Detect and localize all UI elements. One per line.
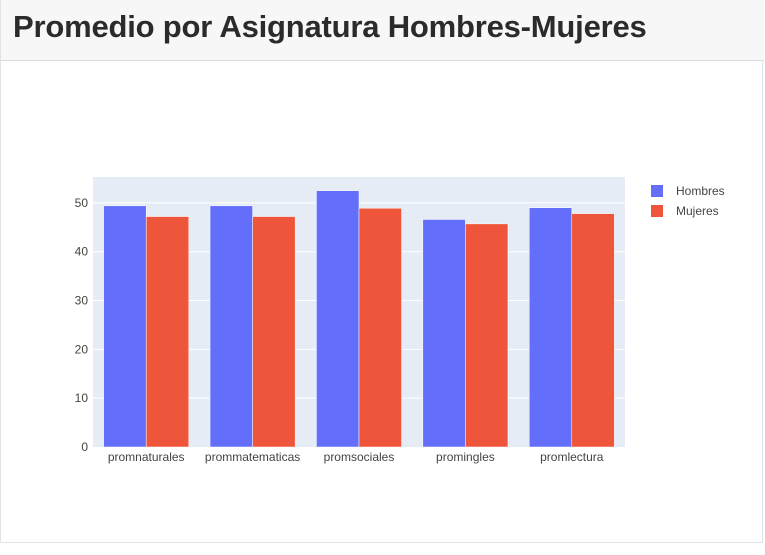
bar-mujeres-promnaturales[interactable] xyxy=(145,216,190,448)
chart-card: Promedio por Asignatura Hombres-Mujeres … xyxy=(0,0,764,543)
chart-area: 0 10 20 30 40 50 promnaturales prommatematicas… xyxy=(1,61,764,543)
x-tick-label: promsociales xyxy=(324,450,395,464)
y-tick-label: 40 xyxy=(75,245,89,259)
y-tick-label: 10 xyxy=(75,391,89,405)
bar-hombres-promnaturales[interactable] xyxy=(103,205,147,448)
x-tick-label: prommatematicas xyxy=(205,450,300,464)
card-header: Promedio por Asignatura Hombres-Mujeres xyxy=(1,0,764,61)
x-tick-label: promnaturales xyxy=(108,450,185,464)
bar-mujeres-promingles[interactable] xyxy=(465,223,509,448)
bars xyxy=(103,190,615,448)
bar-mujeres-prommatematicas[interactable] xyxy=(252,216,296,448)
y-tick-label: 0 xyxy=(81,440,88,454)
y-tick-label: 20 xyxy=(75,342,89,356)
bar-hombres-promsociales[interactable] xyxy=(316,190,360,448)
y-axis-ticks: 0 10 20 30 40 50 xyxy=(75,196,89,454)
bar-chart: 0 10 20 30 40 50 promnaturales prommatematicas… xyxy=(75,177,725,464)
x-tick-label: promingles xyxy=(436,450,495,464)
bar-hombres-promingles[interactable] xyxy=(422,219,466,448)
legend-label-hombres[interactable]: Hombres xyxy=(676,184,725,198)
legend-swatch-mujeres[interactable] xyxy=(651,205,663,217)
x-tick-label: promlectura xyxy=(540,450,604,464)
legend-swatch-hombres[interactable] xyxy=(651,185,663,197)
legend-label-mujeres[interactable]: Mujeres xyxy=(676,204,719,218)
y-tick-label: 30 xyxy=(75,294,89,308)
x-axis-ticks: promnaturales prommatematicas promsociales… xyxy=(108,450,604,464)
y-tick-label: 50 xyxy=(75,196,89,210)
page-title: Promedio por Asignatura Hombres-Mujeres xyxy=(13,9,647,44)
bar-mujeres-promlectura[interactable] xyxy=(571,213,615,448)
bar-hombres-promlectura[interactable] xyxy=(528,207,573,448)
legend[interactable]: Hombres Mujeres xyxy=(651,184,725,218)
bar-hombres-prommatematicas[interactable] xyxy=(209,205,253,448)
bar-mujeres-promsociales[interactable] xyxy=(358,207,402,448)
